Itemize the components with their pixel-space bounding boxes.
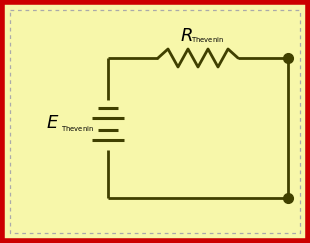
Text: $_{\mathrm{Thevenin}}$: $_{\mathrm{Thevenin}}$: [61, 124, 95, 134]
Text: $E$: $E$: [46, 114, 60, 132]
Text: $_{\mathrm{Thevenin}}$: $_{\mathrm{Thevenin}}$: [192, 35, 224, 45]
Text: $R$: $R$: [179, 27, 193, 45]
